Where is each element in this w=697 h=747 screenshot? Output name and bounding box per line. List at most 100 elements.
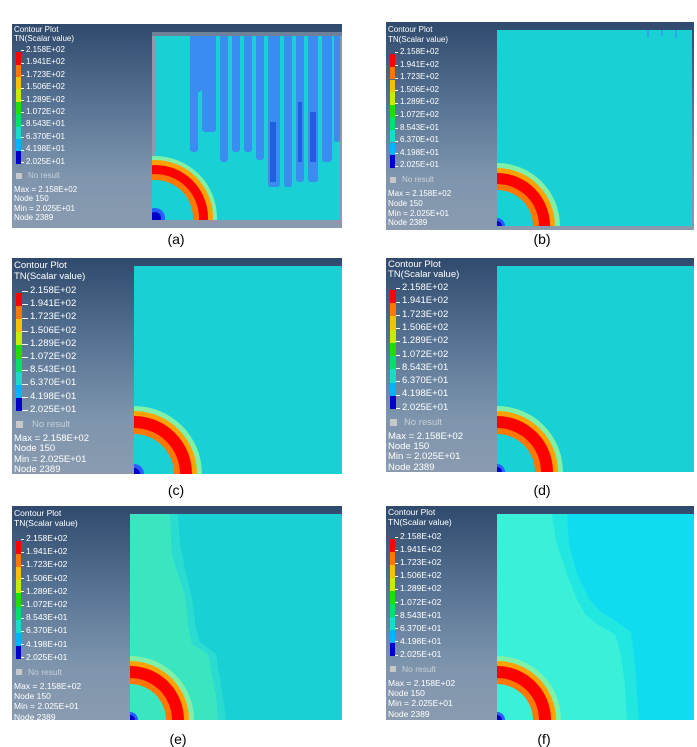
legend-title: Contour Plot bbox=[14, 260, 67, 271]
legend-stat-max-node: Node 150 bbox=[14, 194, 49, 204]
legend-swatch bbox=[16, 89, 21, 102]
legend-value: 2.158E+02 bbox=[400, 47, 439, 56]
legend-tick bbox=[395, 562, 398, 564]
legend-value: 1.723E+02 bbox=[30, 311, 77, 323]
contour-panel-b: Contour Plot TN(Scalar value) 2.158E+02 1.9… bbox=[386, 22, 694, 230]
legend-value: 1.506E+02 bbox=[402, 321, 449, 333]
legend-swatch bbox=[390, 356, 396, 370]
legend-tick bbox=[395, 77, 398, 79]
legend-tick bbox=[21, 604, 24, 606]
legend-tick bbox=[396, 368, 400, 370]
legend-tick bbox=[396, 354, 400, 356]
legend-value: 2.025E+01 bbox=[30, 403, 77, 415]
legend-value: 1.072E+02 bbox=[402, 348, 449, 360]
contour-panel-c: Contour Plot TN(Scalar value) 2.158E+02 1.9… bbox=[12, 258, 342, 474]
legend-swatch bbox=[390, 117, 395, 130]
legend-value: 1.506E+02 bbox=[30, 324, 77, 336]
legend-swatch bbox=[16, 540, 21, 554]
legend-value: 6.370E+01 bbox=[400, 622, 442, 633]
legend-value: 8.543E+01 bbox=[400, 122, 439, 132]
legend-title: Contour Plot bbox=[388, 259, 441, 270]
legend-tick bbox=[21, 75, 24, 77]
legend-stat-min: Min = 2.025E+01 bbox=[388, 698, 453, 709]
legend-tick bbox=[22, 357, 28, 359]
contour-panel-d: Contour Plot TN(Scalar value) 2.158E+02 1.9… bbox=[386, 258, 694, 472]
legend-tick bbox=[21, 644, 24, 646]
legend-tick bbox=[21, 538, 24, 540]
legend-stat-min: Min = 2.025E+01 bbox=[14, 701, 79, 712]
legend-tick bbox=[21, 617, 24, 619]
legend-swatch bbox=[390, 142, 395, 156]
legend-tick bbox=[21, 62, 24, 64]
legend-tick bbox=[396, 407, 400, 409]
legend-value: 2.025E+01 bbox=[400, 648, 442, 659]
no-result-swatch bbox=[16, 669, 22, 675]
legend-tick bbox=[22, 383, 28, 385]
legend-stat-min-node: Node 2389 bbox=[14, 212, 54, 222]
legend-swatch bbox=[390, 342, 396, 357]
legend-tick bbox=[396, 301, 400, 303]
legend-value: 1.723E+02 bbox=[26, 69, 65, 79]
legend-tick bbox=[395, 65, 398, 66]
legend-tick bbox=[396, 328, 400, 330]
legend-swatch bbox=[16, 580, 21, 594]
contour-plot-area bbox=[497, 30, 692, 226]
legend-stat-min-node: Node 2389 bbox=[14, 711, 56, 720]
legend-value: 2.158E+02 bbox=[26, 533, 68, 543]
legend-stat-min-node: Node 2389 bbox=[388, 461, 435, 472]
legend: Contour Plot TN(Scalar value) 2.158E+02 1.9… bbox=[386, 258, 497, 472]
legend-swatch bbox=[16, 398, 22, 412]
legend-value: 4.198E+01 bbox=[400, 635, 442, 646]
legend-tick bbox=[395, 602, 398, 604]
legend-value: 2.158E+02 bbox=[26, 45, 65, 54]
legend-tick bbox=[395, 102, 398, 104]
legend-tick bbox=[395, 641, 398, 643]
legend-tick bbox=[395, 153, 398, 155]
legend-swatch bbox=[16, 77, 21, 90]
legend-swatch bbox=[16, 319, 22, 333]
legend-value: 1.072E+02 bbox=[26, 107, 65, 116]
ring-contours bbox=[497, 406, 563, 472]
legend-tick bbox=[21, 551, 24, 553]
legend-tick bbox=[395, 115, 398, 117]
legend-swatch bbox=[390, 329, 396, 343]
legend-value: 8.543E+01 bbox=[26, 612, 68, 623]
legend-value: 6.370E+01 bbox=[26, 131, 65, 141]
legend-value: 1.072E+02 bbox=[400, 110, 439, 119]
legend-subtitle: TN(Scalar value) bbox=[388, 517, 452, 527]
legend-tick bbox=[395, 589, 398, 591]
legend-tick bbox=[22, 317, 28, 319]
legend-value: 2.025E+01 bbox=[402, 401, 449, 413]
legend: Contour Plot TN(Scalar value) 2.158E+02 1.9… bbox=[386, 506, 497, 720]
legend-swatch bbox=[16, 606, 21, 620]
legend-value: 1.941E+02 bbox=[26, 57, 65, 67]
legend-swatch bbox=[390, 54, 395, 67]
legend-subtitle: TN(Scalar value) bbox=[14, 34, 75, 43]
caption-b: (b) bbox=[533, 231, 551, 247]
legend-tick bbox=[21, 137, 24, 139]
legend-value: 1.289E+02 bbox=[26, 585, 68, 596]
legend-stat-max: Max = 2.158E+02 bbox=[14, 185, 78, 194]
contour-plot bbox=[130, 514, 342, 720]
ring-contours bbox=[134, 406, 202, 474]
legend-tick bbox=[396, 341, 400, 343]
legend-swatch bbox=[16, 114, 21, 127]
legend-swatch bbox=[16, 593, 21, 607]
legend-tick bbox=[395, 90, 398, 92]
legend-title: Contour Plot bbox=[14, 25, 59, 34]
legend-swatch bbox=[390, 382, 396, 397]
ring-contours bbox=[130, 656, 194, 720]
no-result-label: No result bbox=[404, 417, 443, 428]
legend-tick bbox=[21, 162, 24, 163]
legend-swatch bbox=[390, 79, 395, 93]
legend-value: 2.025E+01 bbox=[400, 160, 439, 170]
legend-stat-max: Max = 2.158E+02 bbox=[388, 189, 452, 198]
legend-swatch bbox=[16, 332, 22, 346]
legend-value: 4.198E+01 bbox=[26, 144, 65, 154]
legend-swatch bbox=[16, 567, 21, 581]
no-result-label: No result bbox=[32, 419, 71, 430]
legend-swatch bbox=[16, 633, 21, 647]
legend-tick bbox=[21, 112, 24, 114]
legend-value: 4.198E+01 bbox=[30, 390, 77, 402]
no-result-label: No result bbox=[402, 664, 437, 674]
